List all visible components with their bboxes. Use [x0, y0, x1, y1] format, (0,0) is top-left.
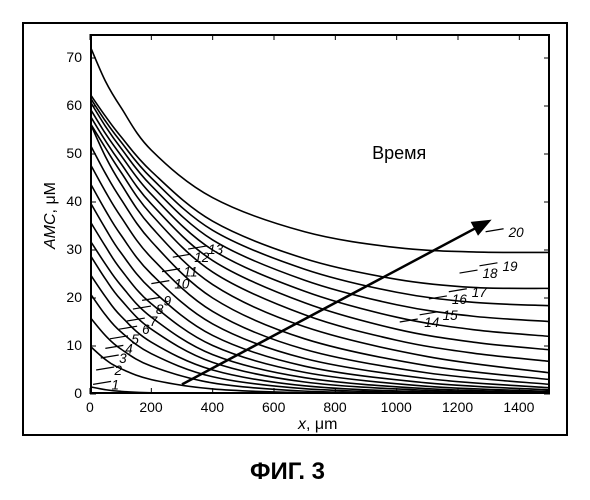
curve-19 [90, 94, 550, 288]
label-dash [101, 355, 119, 358]
curve-label-14: 14 [424, 315, 439, 330]
x-tick-label: 0 [86, 400, 94, 414]
curve-label-11: 11 [184, 265, 198, 280]
x-tick-label: 1000 [381, 400, 412, 414]
chart-svg: 1234567891011121314151617181920Время [0, 0, 590, 500]
curve-label-9: 9 [164, 293, 172, 308]
curve-label-18: 18 [483, 266, 499, 281]
label-dash [127, 318, 145, 321]
y-tick-label: 40 [66, 194, 82, 208]
curve-label-13: 13 [208, 242, 224, 257]
curve-label-20: 20 [508, 225, 525, 240]
y-tick-label: 50 [66, 146, 82, 160]
y-tick-label: 20 [66, 290, 82, 304]
curve-label-16: 16 [452, 292, 468, 307]
time-annotation: Время [372, 143, 426, 163]
label-dash [486, 229, 504, 232]
x-tick-label: 600 [262, 400, 285, 414]
y-tick-label: 10 [66, 338, 82, 352]
x-tick-label: 200 [139, 400, 162, 414]
x-axis-label: x, μm [298, 416, 337, 434]
curve-label-1: 1 [111, 377, 119, 392]
x-tick-label: 800 [323, 400, 346, 414]
curve-13 [90, 123, 550, 373]
x-tick-label: 1200 [442, 400, 473, 414]
curve-label-15: 15 [443, 308, 459, 323]
label-dash [93, 381, 111, 384]
label-dash [110, 336, 128, 339]
curve-12 [90, 144, 550, 379]
curve-label-5: 5 [131, 332, 139, 347]
y-axis-label: AMC, μM [42, 182, 60, 249]
curve-label-19: 19 [502, 259, 518, 274]
x-tick-label: 400 [201, 400, 224, 414]
curve-label-17: 17 [472, 285, 488, 300]
label-dash [96, 367, 114, 370]
figure-frame: { "figure": { "caption": "ФИГ. 3", "capt… [0, 0, 590, 500]
curve-3 [90, 317, 550, 394]
label-dash [173, 254, 191, 257]
x-tick-label: 1400 [503, 400, 534, 414]
y-tick-label: 70 [66, 50, 82, 64]
label-dash [460, 270, 478, 273]
y-tick-label: 30 [66, 242, 82, 256]
y-tick-label: 0 [74, 386, 82, 400]
y-tick-label: 60 [66, 98, 82, 112]
figure-caption: ФИГ. 3 [250, 458, 325, 486]
